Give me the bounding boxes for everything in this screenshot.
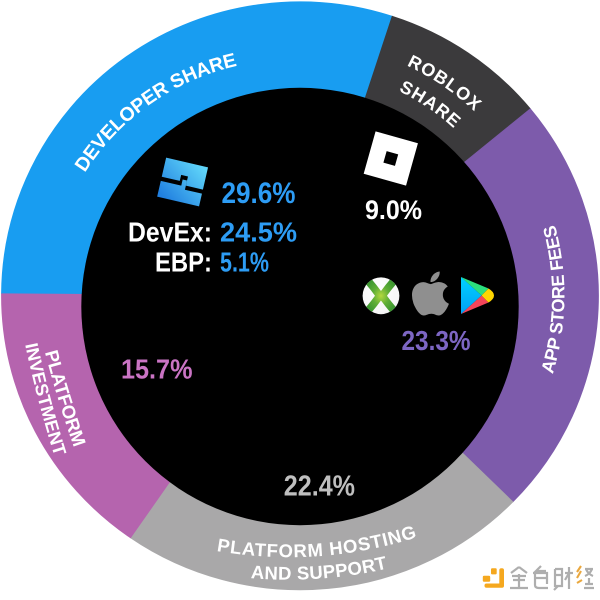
- svg-text:23.3%: 23.3%: [402, 325, 471, 356]
- svg-text:DevEx:: DevEx:: [128, 217, 212, 248]
- svg-text:22.4%: 22.4%: [284, 471, 355, 503]
- svg-text:29.6%: 29.6%: [222, 177, 296, 210]
- svg-text:5.1%: 5.1%: [220, 246, 269, 277]
- svg-text:15.7%: 15.7%: [121, 354, 193, 385]
- svg-text:24.5%: 24.5%: [220, 217, 297, 248]
- svg-text:EBP:: EBP:: [155, 246, 212, 277]
- svg-text:9.0%: 9.0%: [365, 195, 422, 225]
